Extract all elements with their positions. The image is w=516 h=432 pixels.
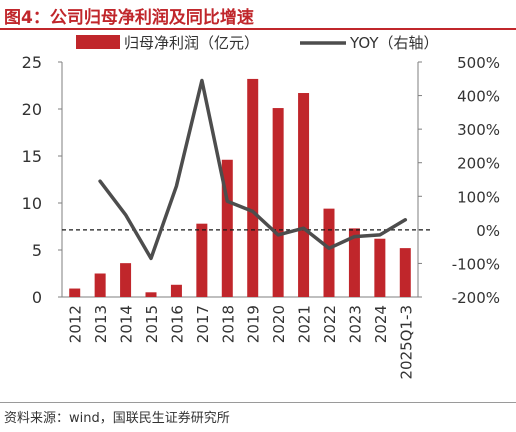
figure-header: 图4：公司归母净利润及同比增速 bbox=[0, 0, 516, 30]
bar-2016 bbox=[170, 284, 182, 297]
x-tick-label: 2018 bbox=[219, 305, 237, 343]
x-tick-label: 2020 bbox=[270, 305, 288, 343]
bar-2020 bbox=[272, 108, 284, 297]
legend-label-bar: 归母净利润（亿元） bbox=[124, 34, 259, 52]
x-tick-label: 2012 bbox=[67, 305, 85, 343]
bar-2025Q1-3 bbox=[399, 248, 411, 297]
right-tick-label: -200% bbox=[452, 289, 500, 307]
x-tick-label: 2023 bbox=[346, 305, 364, 343]
bar-2021 bbox=[298, 93, 310, 297]
bar-2017 bbox=[196, 223, 208, 297]
yoy-line bbox=[98, 78, 408, 261]
bar-2015 bbox=[145, 292, 157, 297]
left-tick-label: 20 bbox=[22, 100, 42, 119]
x-tick-label: 2014 bbox=[118, 305, 136, 343]
left-tick-label: 15 bbox=[22, 147, 42, 166]
legend: 归母净利润（亿元） YOY（右轴） bbox=[76, 34, 439, 52]
bar-2019 bbox=[247, 78, 259, 297]
right-tick-label: 0% bbox=[476, 222, 500, 240]
bar-2018 bbox=[221, 159, 233, 297]
x-tick-label: 2024 bbox=[372, 305, 390, 343]
bar-2014 bbox=[120, 263, 132, 297]
x-tick-label: 2021 bbox=[296, 305, 314, 343]
right-tick-label: 300% bbox=[457, 121, 500, 139]
right-tick-label: -100% bbox=[452, 255, 500, 273]
left-tick-label: 25 bbox=[22, 53, 42, 72]
title-underline bbox=[0, 28, 516, 30]
bar-2023 bbox=[348, 228, 360, 297]
x-tick-label: 2013 bbox=[92, 305, 110, 343]
right-tick-label: 400% bbox=[457, 88, 500, 106]
x-tick-label: 2019 bbox=[245, 305, 263, 343]
bar-2013 bbox=[94, 273, 106, 297]
x-tick-label: 2022 bbox=[321, 305, 339, 343]
legend-swatch-bar bbox=[76, 35, 120, 49]
source-note: 资料来源：wind，国联民生证券研究所 bbox=[4, 411, 230, 426]
right-tick-label: 500% bbox=[457, 54, 500, 72]
x-tick-label: 2017 bbox=[194, 305, 212, 343]
x-tick-label: 2015 bbox=[143, 305, 161, 343]
right-tick-label: 200% bbox=[457, 155, 500, 173]
left-tick-label: 0 bbox=[32, 288, 42, 307]
bar-2012 bbox=[69, 288, 81, 297]
bar-2022 bbox=[323, 208, 335, 297]
combo-chart: 0 5 10 15 20 25 -200% -100% 0% 100% 200% 300% 400% 50… bbox=[22, 34, 500, 379]
x-tick-label: 2016 bbox=[168, 305, 186, 343]
figure-title: 图4：公司归母净利润及同比增速 bbox=[4, 8, 254, 28]
left-tick-label: 5 bbox=[32, 241, 42, 260]
right-tick-label: 100% bbox=[457, 188, 500, 206]
x-tick-label: 2025Q1-3 bbox=[397, 305, 415, 379]
source-divider bbox=[0, 402, 516, 403]
legend-label-line: YOY（右轴） bbox=[349, 34, 439, 52]
left-tick-label: 10 bbox=[22, 194, 42, 213]
bar-2024 bbox=[374, 238, 386, 297]
